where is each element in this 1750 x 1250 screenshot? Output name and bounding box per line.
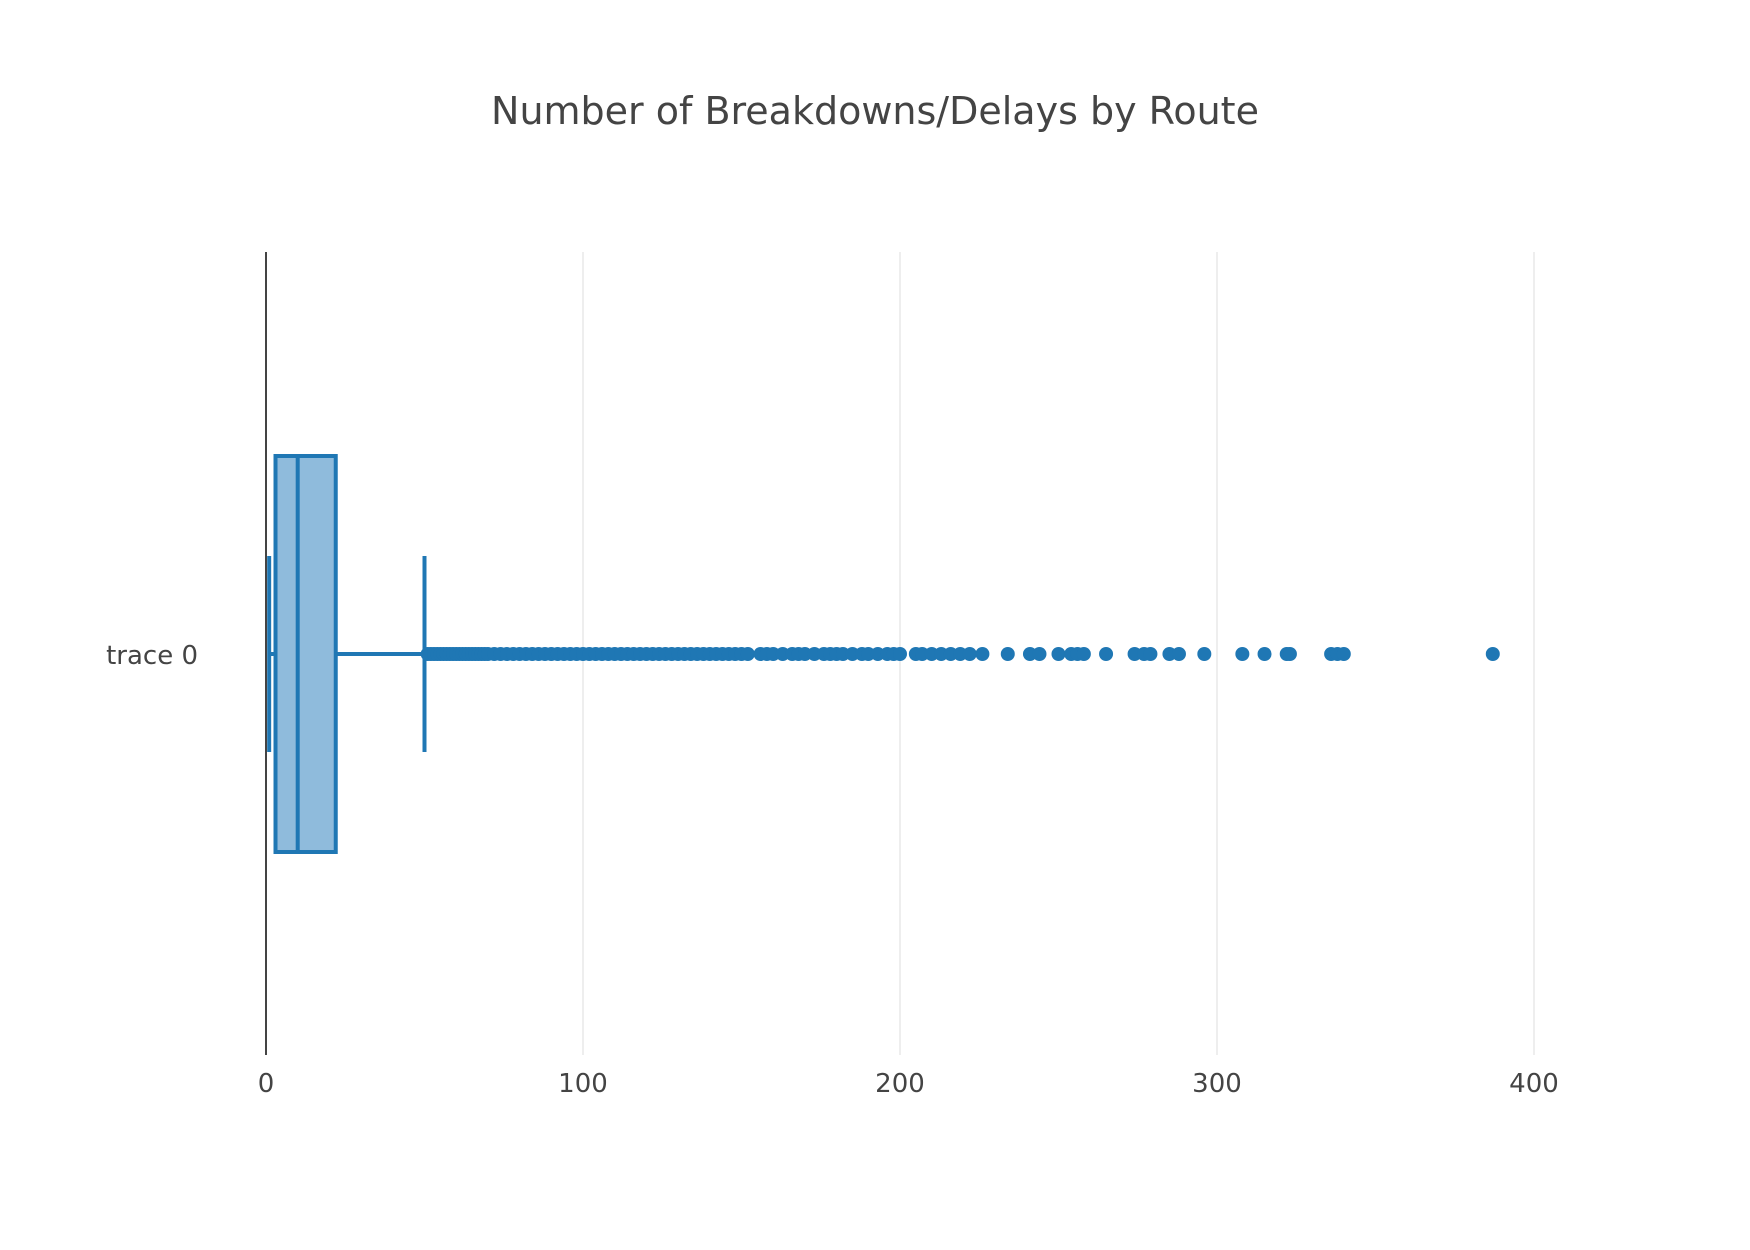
outlier-point-100 xyxy=(1171,647,1186,661)
outlier-point-98 xyxy=(1143,647,1158,661)
outlier-point-94 xyxy=(1076,647,1091,661)
outlier-point-87 xyxy=(975,647,990,661)
outlier-point-105 xyxy=(1282,647,1297,661)
x-axis: 0 100 200 300 400 trace 0 xyxy=(106,252,1559,1099)
x-tick-label-400: 400 xyxy=(1509,1069,1559,1099)
x-tick-label-100: 100 xyxy=(558,1069,608,1099)
outlier-points xyxy=(420,647,1500,661)
x-tick-label-0: 0 xyxy=(258,1069,275,1099)
outlier-point-95 xyxy=(1099,647,1114,661)
outlier-point-109 xyxy=(1485,647,1500,661)
outlier-point-103 xyxy=(1257,647,1272,661)
outlier-point-60 xyxy=(740,647,755,661)
outlier-point-86 xyxy=(962,647,977,661)
outlier-point-102 xyxy=(1235,647,1250,661)
x-tick-label-200: 200 xyxy=(875,1069,925,1099)
y-tick-label-trace-0: trace 0 xyxy=(106,641,198,671)
outlier-point-79 xyxy=(893,647,907,661)
outlier-point-108 xyxy=(1336,647,1351,661)
outlier-point-90 xyxy=(1032,647,1047,661)
interquartile-box xyxy=(273,454,338,854)
outlier-point-91 xyxy=(1051,647,1066,661)
outlier-point-101 xyxy=(1197,647,1212,661)
x-tick-label-300: 300 xyxy=(1192,1069,1242,1099)
outlier-point-88 xyxy=(1000,647,1015,661)
plot-area xyxy=(267,454,1500,854)
chart-title: Number of Breakdowns/Delays by Route xyxy=(491,89,1259,133)
